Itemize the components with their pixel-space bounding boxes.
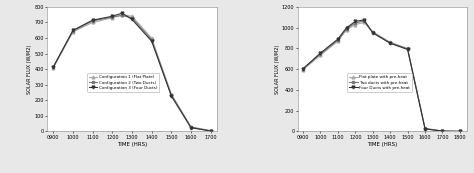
Four Ducts with pre-heat [361,19,367,21]
Configuration 3 (Four Ducts) [168,95,174,97]
Line: Flat plate with pre-heat: Flat plate with pre-heat [301,21,461,133]
Configuration 1 (Flat Plate) [168,93,174,95]
Four Ducts with pre-heat [387,42,393,44]
Flat plate with pre-heat [439,130,445,132]
Flat plate with pre-heat [335,40,341,42]
Configuration 3 (Four Ducts) [129,18,135,20]
Two ducts with pre-heat [361,20,367,22]
Line: Configuration 3 (Four Ducts): Configuration 3 (Four Ducts) [52,12,212,132]
Line: Configuration 2 (Two Ducts): Configuration 2 (Two Ducts) [52,14,212,132]
Two ducts with pre-heat [387,42,393,44]
Configuration 2 (Two Ducts) [70,30,76,32]
Configuration 1 (Flat Plate) [50,67,56,69]
Configuration 3 (Four Ducts) [109,15,115,17]
Configuration 2 (Two Ducts) [109,16,115,18]
Line: Configuration 1 (Flat Plate): Configuration 1 (Flat Plate) [52,13,212,132]
Legend: Flat plate with pre-heat, Two ducts with pre-heat, Four Ducts with pre-heat: Flat plate with pre-heat, Two ducts with… [347,73,412,92]
Two ducts with pre-heat [353,22,358,24]
Configuration 3 (Four Ducts) [70,29,76,31]
Four Ducts with pre-heat [405,48,410,51]
Configuration 2 (Two Ducts) [119,15,125,17]
Two ducts with pre-heat [457,130,463,132]
Flat plate with pre-heat [387,41,393,43]
Two ducts with pre-heat [439,130,445,132]
Configuration 2 (Two Ducts) [188,126,194,128]
Two ducts with pre-heat [422,128,428,130]
Configuration 1 (Flat Plate) [208,130,213,132]
Configuration 2 (Two Ducts) [208,130,213,132]
Flat plate with pre-heat [361,21,367,24]
Configuration 1 (Flat Plate) [129,15,135,17]
Four Ducts with pre-heat [353,20,358,22]
Flat plate with pre-heat [344,29,349,31]
Four Ducts with pre-heat [370,32,375,34]
Configuration 3 (Four Ducts) [50,66,56,68]
Line: Four Ducts with pre-heat: Four Ducts with pre-heat [301,19,461,133]
Flat plate with pre-heat [353,24,358,26]
Flat plate with pre-heat [422,127,428,129]
Two ducts with pre-heat [318,53,323,55]
Y-axis label: SOLAR FLUX (W/M2): SOLAR FLUX (W/M2) [27,45,33,94]
Two ducts with pre-heat [405,48,410,50]
Configuration 1 (Flat Plate) [70,31,76,33]
Configuration 3 (Four Ducts) [188,127,194,129]
Four Ducts with pre-heat [318,52,323,54]
Two ducts with pre-heat [344,28,349,30]
Flat plate with pre-heat [370,31,375,33]
Two ducts with pre-heat [335,39,341,41]
Configuration 1 (Flat Plate) [109,17,115,19]
Four Ducts with pre-heat [335,38,341,40]
Four Ducts with pre-heat [300,68,306,70]
Four Ducts with pre-heat [422,128,428,130]
Two ducts with pre-heat [370,31,375,33]
Configuration 1 (Flat Plate) [149,37,155,39]
Four Ducts with pre-heat [439,130,445,132]
Configuration 2 (Two Ducts) [168,94,174,96]
Flat plate with pre-heat [318,54,323,56]
Configuration 3 (Four Ducts) [90,19,95,21]
Flat plate with pre-heat [457,130,463,132]
Legend: Configuration 1 (Flat Plate), Configuration 2 (Two Ducts), Configuration 3 (Four: Configuration 1 (Flat Plate), Configurat… [87,73,159,92]
Configuration 3 (Four Ducts) [119,12,125,14]
Configuration 2 (Two Ducts) [129,17,135,19]
Flat plate with pre-heat [300,69,306,71]
Four Ducts with pre-heat [457,130,463,132]
Configuration 1 (Flat Plate) [119,14,125,16]
Two ducts with pre-heat [300,68,306,70]
X-axis label: TIME (HRS): TIME (HRS) [117,142,147,147]
Configuration 3 (Four Ducts) [208,130,213,132]
Four Ducts with pre-heat [344,27,349,29]
Configuration 2 (Two Ducts) [50,66,56,68]
Line: Two ducts with pre-heat: Two ducts with pre-heat [301,20,461,133]
Configuration 2 (Two Ducts) [149,39,155,41]
Flat plate with pre-heat [405,47,410,49]
Configuration 1 (Flat Plate) [90,21,95,24]
Y-axis label: SOLAR FLUX (W/M2): SOLAR FLUX (W/M2) [275,45,280,94]
Configuration 3 (Four Ducts) [149,40,155,42]
X-axis label: TIME (HRS): TIME (HRS) [367,142,397,147]
Configuration 1 (Flat Plate) [188,126,194,128]
Configuration 2 (Two Ducts) [90,20,95,22]
